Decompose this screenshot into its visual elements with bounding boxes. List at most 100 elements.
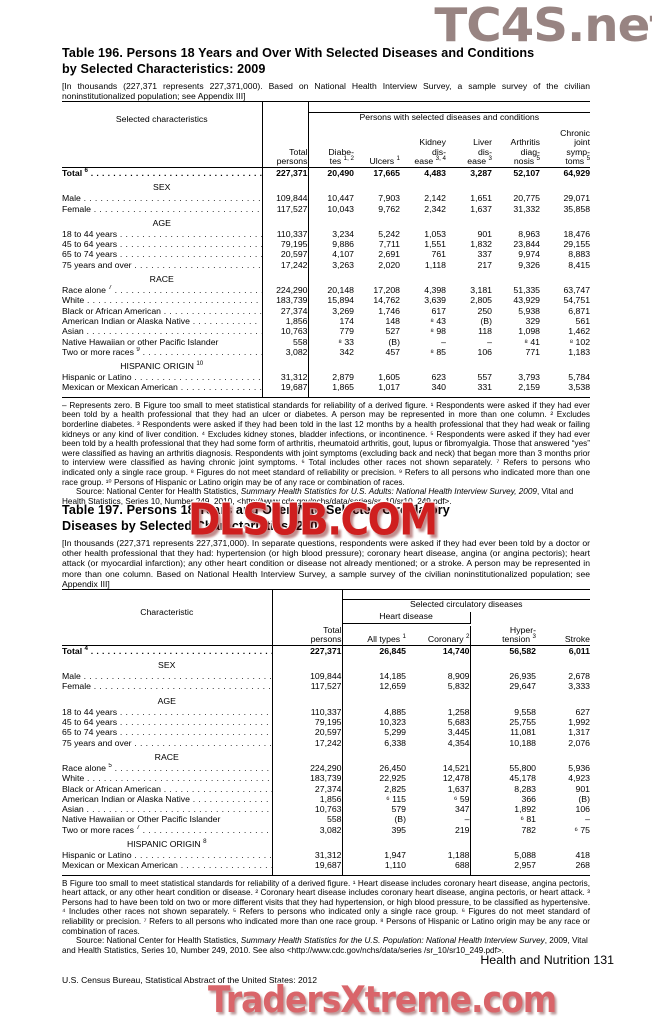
cell-value: 5,088: [469, 850, 536, 861]
cell-value: 558: [271, 814, 342, 825]
row-label: Native Hawaiian or Other Pacific Islande…: [62, 814, 221, 825]
cell-value: 2,879: [307, 372, 354, 383]
cell-value: 395: [341, 824, 406, 836]
cell-value: 56,582: [469, 645, 536, 657]
group-heading: HISPANIC ORIGIN 8: [126, 838, 207, 850]
cell-value: 26,845: [341, 645, 406, 657]
group-heading-row: SEX: [62, 659, 590, 672]
cell-value: 3,333: [568, 681, 590, 692]
cell-value: 623: [431, 372, 447, 383]
cell-value: 110,337: [261, 228, 308, 240]
table-196-body: Total 6 . . . . . . . . . . . . . . . . …: [62, 167, 591, 398]
t196-stub-header: Selected characteristics: [115, 114, 208, 125]
table-row: Female . . . . . . . . . . . . . . . . .…: [62, 681, 590, 692]
cell-value: 3,639: [424, 295, 446, 306]
row-label: 75 years and over . . . . . . . . . . . …: [62, 259, 262, 270]
row-label: Native Hawaiian or other Pacific Islande…: [62, 336, 219, 347]
table-row: Female . . . . . . . . . . . . . . . . .…: [62, 203, 591, 214]
cell-value: 3,263: [307, 259, 354, 271]
table-row: 65 to 74 years . . . . . . . . . . . . .…: [62, 249, 590, 260]
row-label: White . . . . . . . . . . . . . . . . . …: [62, 773, 272, 784]
cell-value: 1,053: [424, 228, 446, 239]
row-label: Male . . . . . . . . . . . . . . . . . .…: [62, 671, 272, 682]
cell-value: 366: [469, 793, 536, 805]
cell-value: 10,323: [341, 717, 406, 728]
cell-value: 579: [341, 804, 406, 815]
cell-value: 35,858: [563, 203, 591, 214]
cell-value: 227,371: [261, 167, 308, 179]
cell-value: 20,597: [261, 249, 308, 260]
cell-value: 1,098: [518, 326, 540, 337]
row-label: 18 to 44 years . . . . . . . . . . . . .…: [62, 706, 272, 717]
cell-value: 457: [385, 346, 401, 357]
row-label: Mexican or Mexican American . . . . . . …: [62, 382, 262, 393]
cell-value: 5,784: [568, 372, 591, 383]
group-heading-row: AGE: [62, 694, 590, 707]
cell-value: 1,947: [341, 850, 406, 861]
cell-value: 782: [469, 824, 536, 836]
cell-value: 2,678: [568, 671, 590, 682]
cell-value: 5,936: [568, 762, 590, 773]
t197-col-stroke: Stroke: [564, 634, 590, 645]
cell-value: 268: [575, 860, 591, 871]
table-196-title-line2: by Selected Characteristics: 2009: [62, 61, 266, 76]
group-heading-row: RACE: [62, 750, 590, 763]
cell-value: 219: [455, 824, 470, 835]
table-196-headnote: [In thousands (227,371 represents 227,37…: [62, 81, 590, 102]
t197-source-suffix: , 2009, Vital and Health Statistics, Ser…: [62, 936, 588, 955]
cell-value: 4,354: [447, 737, 470, 748]
table-197-title-line1: Table 197. Persons 18 Years and Over Wit…: [62, 503, 450, 517]
group-heading-row: HISPANIC ORIGIN 8: [62, 838, 590, 851]
cell-value: 31,312: [271, 850, 342, 861]
table-row: Male . . . . . . . . . . . . . . . . . .…: [62, 193, 590, 204]
cell-value: 31,332: [513, 203, 540, 214]
cell-value: 7,903: [378, 193, 400, 204]
cell-value: ⁸ 98: [430, 326, 446, 337]
cell-value: 10,043: [307, 203, 354, 214]
cell-value: 31,312: [261, 372, 308, 383]
cell-value: 4,398: [424, 285, 446, 296]
cell-value: ⁸ 43: [430, 315, 446, 326]
cell-value: 12,478: [442, 773, 470, 784]
cell-value: (B): [578, 793, 590, 804]
cell-value: 1,637: [470, 203, 492, 214]
t196-source-suffix: , Vital and Health Statistics, Series 10…: [62, 487, 574, 506]
cell-value: 51,335: [513, 285, 540, 296]
table-row: Mexican or Mexican American . . . . . . …: [62, 860, 591, 871]
cell-value: 106: [477, 346, 493, 357]
cell-value: 1,258: [447, 706, 470, 717]
cell-value: 148: [385, 315, 401, 326]
table-row: 45 to 64 years . . . . . . . . . . . . .…: [62, 717, 590, 728]
cell-value: 2,076: [568, 737, 590, 748]
table-row: Total 6 . . . . . . . . . . . . . . . . …: [62, 167, 590, 179]
row-spacer: [62, 270, 590, 274]
watermark-tc4s: TC4S.net: [434, 0, 652, 52]
t196-spanner: Persons with selected diseases and condi…: [307, 113, 591, 125]
cell-value: 9,886: [307, 239, 354, 250]
table-row: Asian . . . . . . . . . . . . . . . . . …: [62, 804, 590, 815]
table-row: 75 years and over . . . . . . . . . . . …: [62, 259, 590, 271]
cell-value: 20,148: [307, 285, 354, 296]
cell-value: 14,521: [442, 762, 470, 773]
cell-value: (B): [388, 336, 400, 347]
cell-value: 2,805: [470, 295, 492, 306]
cell-value: 45,178: [469, 773, 536, 784]
row-label: Two or more races 7 . . . . . . . . . . …: [62, 824, 272, 835]
cell-value: 761: [431, 249, 447, 260]
cell-value: 19,687: [261, 382, 308, 393]
cell-value: 3,181: [470, 285, 492, 296]
cell-value: 2,142: [424, 193, 446, 204]
row-label: 65 to 74 years . . . . . . . . . . . . .…: [62, 249, 262, 260]
cell-value: 10,763: [261, 326, 308, 337]
cell-value: 20,597: [271, 727, 342, 738]
cell-value: 227,371: [271, 645, 342, 657]
cell-value: 174: [307, 315, 354, 327]
cell-value: 9,974: [518, 249, 540, 260]
cell-value: 5,299: [341, 727, 406, 738]
cell-value: 3,269: [307, 305, 354, 316]
table-row: Native Hawaiian or Other Pacific Islande…: [62, 814, 590, 825]
cell-value: 2,020: [378, 259, 400, 270]
cell-value: 331: [477, 382, 493, 393]
cell-value: 2,159: [518, 382, 540, 393]
table-row: Black or African American . . . . . . . …: [62, 305, 590, 316]
